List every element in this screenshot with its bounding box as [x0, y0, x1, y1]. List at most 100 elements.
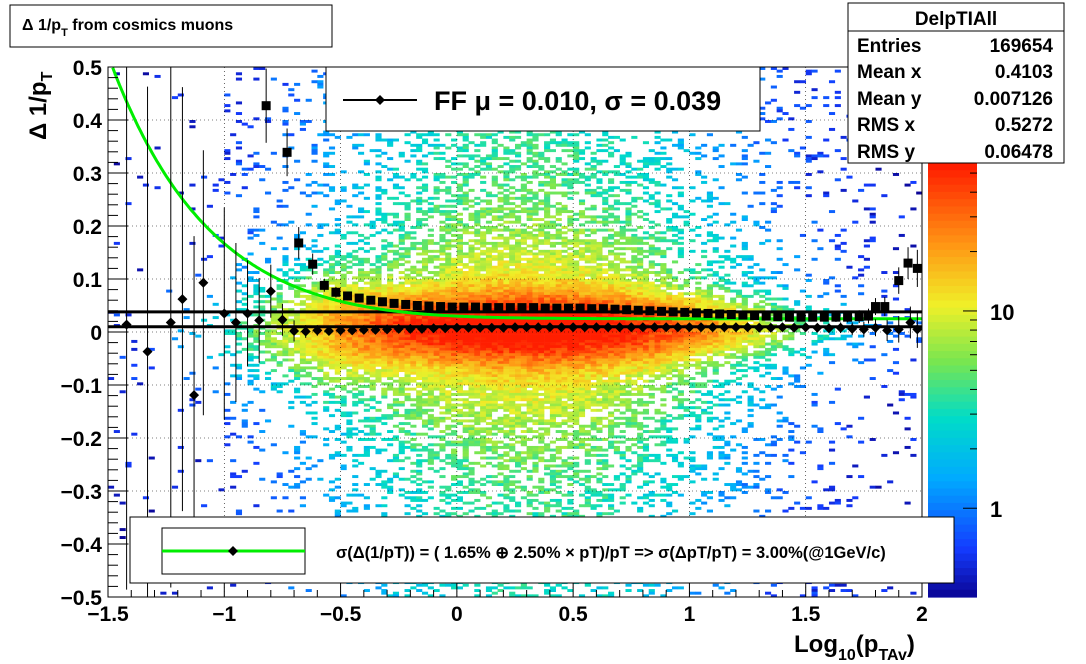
heatmap-cell — [375, 210, 382, 214]
heatmap-cell — [311, 337, 318, 341]
heatmap-cell — [544, 443, 551, 447]
heatmap-cell — [346, 334, 353, 338]
heatmap-cell — [456, 398, 463, 402]
heatmap-cell — [416, 350, 423, 354]
heatmap-cell — [491, 207, 498, 211]
heatmap-cell — [328, 366, 336, 370]
heatmap-cell — [456, 294, 463, 298]
heatmap-cell — [230, 363, 237, 367]
heatmap-cell — [480, 207, 487, 211]
heatmap-cell — [270, 385, 277, 388]
heatmap-cell — [497, 374, 504, 378]
heatmap-cell — [410, 332, 417, 335]
heatmap-cell — [398, 430, 405, 433]
heatmap-cell — [532, 263, 539, 267]
heatmap-cell — [427, 485, 434, 489]
heatmap-cell — [503, 451, 510, 455]
heatmap-cell — [509, 591, 516, 595]
heatmap-cell — [212, 188, 219, 192]
heatmap-cell — [451, 244, 458, 248]
heatmap-cell — [369, 467, 376, 471]
heatmap-cell — [491, 350, 498, 354]
heatmap-cell — [549, 313, 556, 317]
heatmap-cell — [532, 387, 539, 391]
heatmap-cell — [491, 133, 498, 137]
heatmap-cell — [445, 265, 452, 269]
heatmap-cell — [398, 252, 405, 256]
heatmap-cell — [561, 260, 568, 264]
heatmap-cell — [491, 321, 498, 325]
heatmap-cell — [253, 339, 260, 343]
heatmap-cell — [509, 392, 516, 396]
heatmap-cell — [270, 337, 277, 341]
heatmap-cell — [491, 146, 498, 150]
heatmap-cell — [358, 318, 365, 322]
heatmap-cell — [317, 358, 324, 362]
heatmap-cell — [433, 186, 440, 190]
heatmap-cell — [352, 350, 359, 354]
heatmap-cell — [480, 427, 487, 431]
heatmap-cell — [346, 305, 353, 309]
heatmap-cell — [468, 294, 475, 298]
heatmap-cell — [462, 414, 469, 418]
heatmap-cell — [410, 358, 417, 362]
heatmap-cell — [555, 594, 562, 598]
heatmap-cell — [224, 392, 231, 396]
heatmap-cell — [439, 498, 446, 502]
heatmap-cell — [509, 443, 516, 447]
heatmap-cell — [340, 387, 347, 391]
heatmap-cell — [340, 188, 347, 192]
heatmap-cell — [323, 316, 330, 320]
heatmap-cell — [451, 321, 458, 325]
heatmap-cell — [328, 188, 336, 192]
heatmap-cell — [433, 297, 440, 301]
heatmap-cell — [538, 408, 545, 412]
heatmap-cell — [497, 143, 504, 147]
heatmap-cell — [398, 202, 405, 206]
heatmap-cell — [497, 334, 504, 338]
heatmap-cell — [555, 167, 562, 171]
heatmap-cell — [358, 313, 365, 317]
heatmap-cell — [491, 151, 498, 155]
heatmap-cell — [503, 361, 510, 365]
heatmap-cell — [328, 334, 336, 338]
heatmap-cell — [410, 286, 417, 290]
heatmap-cell — [416, 337, 423, 341]
heatmap-cell — [392, 353, 400, 357]
heatmap-cell — [509, 514, 516, 518]
heatmap-cell — [532, 451, 539, 455]
heatmap-cell — [305, 339, 312, 343]
heatmap-cell — [474, 427, 481, 431]
heatmap-cell — [462, 501, 469, 505]
heatmap-cell — [427, 215, 434, 219]
heatmap-cell — [509, 385, 516, 388]
heatmap-cell — [544, 271, 551, 274]
heatmap-cell — [381, 212, 388, 216]
heatmap-cell — [509, 159, 516, 163]
heatmap-cell — [369, 276, 376, 280]
heatmap-cell — [520, 594, 527, 598]
heatmap-cell — [544, 175, 551, 179]
heatmap-cell — [253, 67, 260, 70]
heatmap-cell — [433, 419, 440, 423]
heatmap-cell — [358, 321, 365, 325]
heatmap-cell — [433, 133, 440, 137]
heatmap-cell — [369, 281, 376, 285]
heatmap-cell — [421, 276, 429, 280]
heatmap-cell — [515, 218, 522, 221]
heatmap-cell — [491, 313, 498, 317]
heatmap-cell — [427, 289, 434, 293]
heatmap-cell — [398, 313, 405, 317]
heatmap-cell — [462, 231, 469, 235]
heatmap-cell — [538, 265, 545, 269]
heatmap-cell — [375, 313, 382, 317]
heatmap-cell — [491, 387, 498, 391]
heatmap-cell — [410, 445, 417, 449]
heatmap-cell — [398, 342, 405, 346]
heatmap-cell — [276, 385, 283, 388]
heatmap-cell — [375, 257, 382, 261]
heatmap-cell — [544, 204, 551, 208]
heatmap-cell — [410, 350, 417, 354]
heatmap-cell — [404, 422, 411, 426]
heatmap-cell — [532, 223, 539, 227]
